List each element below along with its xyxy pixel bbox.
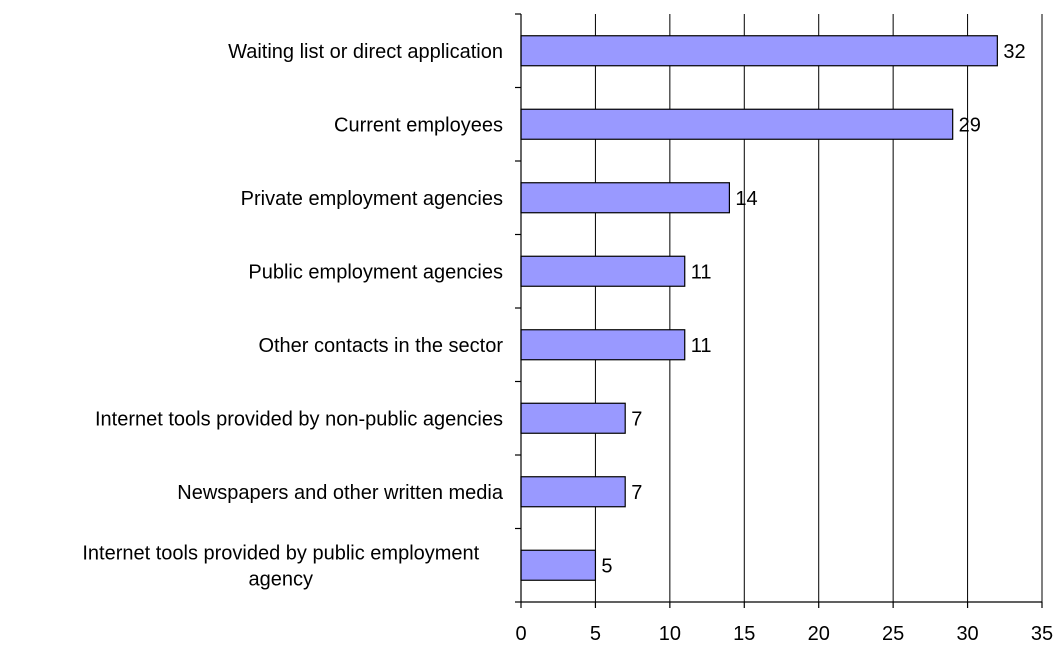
data-label: 7 — [631, 482, 642, 504]
x-tick-label: 35 — [1031, 623, 1053, 645]
labels: 32 Waiting list or direct application 29 Cu… — [82, 41, 1053, 645]
category-label: Current employees — [334, 114, 503, 136]
data-label: 11 — [691, 261, 712, 283]
data-label: 14 — [735, 188, 757, 210]
category-label: Other contacts in the sector — [258, 335, 503, 357]
data-label: 5 — [601, 555, 612, 577]
bars — [520, 35, 998, 581]
category-label: Waiting list or direct application — [228, 41, 503, 63]
x-tick-label: 20 — [808, 623, 830, 645]
category-label: Public employment agencies — [248, 261, 503, 283]
data-label: 32 — [1003, 41, 1025, 63]
category-label: Internet tools provided by non-public ag… — [95, 408, 503, 430]
x-tick-label: 10 — [659, 623, 681, 645]
bar — [520, 402, 626, 434]
data-label: 29 — [959, 114, 981, 136]
x-tick-label: 15 — [733, 623, 755, 645]
category-label: Private employment agencies — [241, 188, 503, 210]
category-label: Newspapers and other written media — [177, 482, 504, 504]
x-tick-label: 0 — [515, 623, 526, 645]
axes — [515, 13, 1043, 608]
bar — [520, 108, 954, 140]
data-label: 11 — [691, 335, 712, 357]
bar — [520, 476, 626, 508]
bar — [520, 329, 686, 361]
x-tick-label: 30 — [956, 623, 978, 645]
bar — [520, 35, 998, 67]
category-label: Internet tools provided by public employ… — [82, 542, 479, 590]
x-tick-label: 25 — [882, 623, 904, 645]
bar — [520, 182, 730, 214]
bar — [520, 549, 597, 581]
bar — [520, 255, 686, 287]
x-tick-label: 5 — [590, 623, 601, 645]
data-label: 7 — [631, 408, 642, 430]
grid-lines — [594, 14, 1043, 602]
